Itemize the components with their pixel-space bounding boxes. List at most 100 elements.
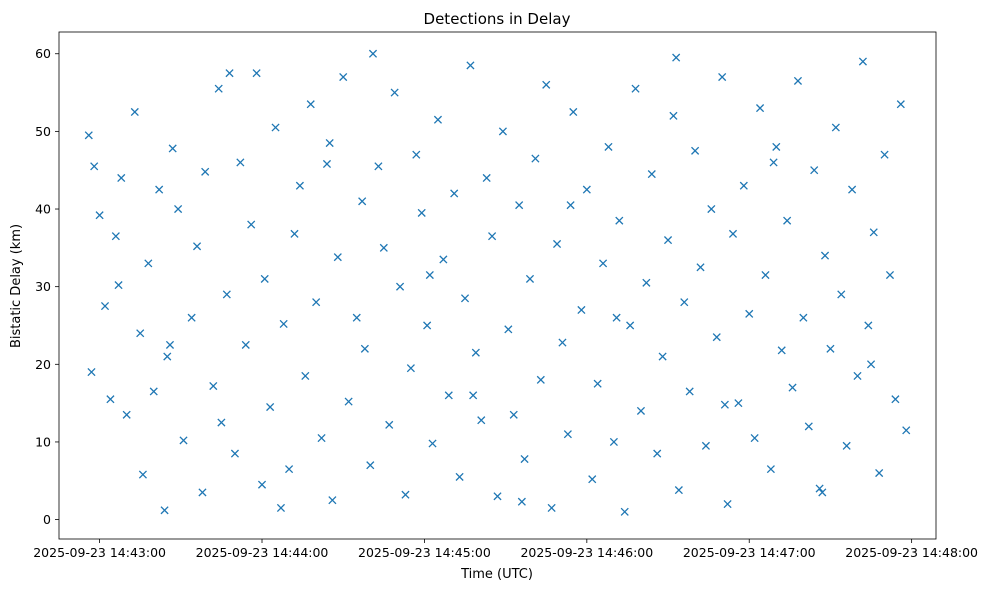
data-point (869, 228, 878, 237)
data-point (279, 319, 288, 328)
x-axis-label: Time (UTC) (460, 567, 533, 582)
data-point (198, 488, 207, 497)
data-point (325, 138, 334, 148)
data-point (179, 436, 188, 445)
data-point (777, 346, 786, 355)
data-point (902, 426, 911, 435)
data-point (114, 281, 123, 290)
data-point (672, 53, 681, 62)
data-point (252, 69, 261, 78)
y-tick-label: 60 (35, 46, 51, 61)
data-point (552, 239, 562, 249)
data-points (84, 49, 911, 516)
y-axis-ticks: 0 10 20 30 40 50 60 (35, 46, 59, 527)
data-point (599, 259, 608, 268)
data-point (374, 162, 383, 171)
data-point (390, 88, 399, 97)
data-point (266, 402, 275, 412)
data-point (469, 391, 478, 400)
data-point (306, 100, 315, 109)
data-point (739, 181, 748, 190)
data-point (509, 410, 518, 419)
data-point (368, 49, 378, 58)
data-point (95, 211, 104, 220)
data-point (160, 506, 169, 515)
data-point (144, 259, 153, 268)
data-point (620, 507, 629, 516)
data-point (720, 400, 729, 409)
data-point (439, 255, 448, 264)
data-point (612, 313, 621, 322)
data-point (880, 150, 889, 159)
y-tick-label: 10 (35, 434, 51, 449)
data-point (406, 364, 415, 373)
data-point (818, 488, 827, 497)
data-point (312, 298, 321, 307)
data-point (317, 434, 326, 443)
data-point (260, 274, 269, 283)
data-point (848, 185, 857, 194)
data-point (339, 72, 348, 82)
data-point (696, 263, 705, 272)
data-point (793, 76, 803, 85)
y-tick-label: 20 (35, 357, 51, 372)
data-point (588, 475, 597, 484)
data-point (322, 159, 332, 169)
data-point (728, 229, 738, 238)
data-point (401, 490, 410, 499)
data-point (885, 270, 895, 280)
x-tick-label: 2025-09-23 14:45:00 (358, 545, 491, 560)
x-tick-label: 2025-09-23 14:48:00 (845, 545, 978, 560)
data-point (90, 162, 99, 171)
data-point (385, 420, 394, 429)
data-point (290, 229, 299, 238)
data-point (674, 486, 683, 495)
data-point (866, 360, 876, 369)
data-point (799, 313, 808, 322)
x-tick-label: 2025-09-23 14:46:00 (520, 545, 653, 560)
data-point (423, 321, 432, 330)
data-point (466, 61, 475, 70)
data-point (257, 480, 267, 489)
data-point (214, 84, 223, 93)
data-point (734, 399, 743, 408)
data-point (417, 208, 426, 217)
data-point (428, 439, 437, 448)
data-point (542, 80, 551, 89)
data-point (136, 329, 145, 338)
data-point (450, 189, 459, 198)
data-point (482, 173, 491, 183)
data-point (577, 305, 586, 315)
data-point (609, 437, 618, 447)
data-point (707, 204, 716, 214)
data-point (111, 232, 120, 241)
data-point (187, 313, 196, 322)
data-point (285, 465, 294, 474)
data-point (875, 468, 884, 478)
data-point (804, 422, 813, 431)
data-point (604, 142, 613, 151)
y-axis-label: Bistatic Delay (km) (9, 224, 24, 348)
data-point (236, 158, 245, 167)
data-point (626, 321, 635, 330)
y-tick-label: 50 (35, 124, 51, 139)
data-point (444, 391, 453, 400)
data-point (493, 492, 502, 501)
data-point (515, 201, 524, 210)
data-point (192, 242, 202, 251)
data-point (471, 348, 480, 357)
data-point (593, 379, 602, 388)
data-point (395, 282, 405, 291)
data-point (766, 465, 775, 474)
data-point (344, 397, 353, 406)
data-point (138, 470, 147, 479)
data-point (755, 104, 765, 113)
data-point (631, 84, 640, 93)
data-point (122, 410, 131, 419)
data-point (642, 278, 651, 287)
data-point (531, 154, 540, 163)
x-tick-label: 2025-09-23 14:43:00 (33, 545, 166, 560)
data-point (366, 461, 375, 470)
